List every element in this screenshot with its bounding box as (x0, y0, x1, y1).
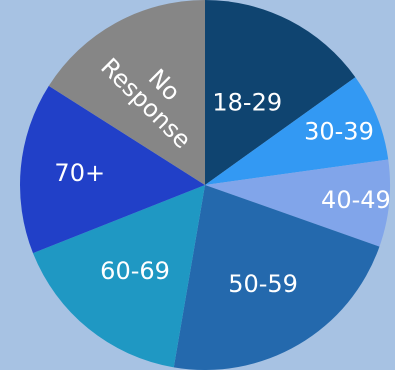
pie-slices (19, 0, 390, 370)
pie-label-50-59: 50-59 (228, 270, 298, 298)
pie-slice-no-response (48, 0, 206, 185)
pie-slice-18-29 (205, 0, 356, 185)
pie-label-40-49: 40-49 (321, 186, 391, 214)
pie-slice-60-69 (32, 185, 205, 368)
pie-label-70-: 70+ (54, 159, 105, 187)
pie-label-60-69: 60-69 (100, 257, 170, 285)
pie-slice-70- (19, 85, 206, 254)
pie-label-30-39: 30-39 (304, 117, 374, 145)
pie-slice-30-39 (205, 77, 389, 185)
pie-label-18-29: 18-29 (212, 89, 282, 117)
pie-slice-40-49 (205, 159, 390, 247)
pie-slice-50-59 (173, 185, 380, 370)
